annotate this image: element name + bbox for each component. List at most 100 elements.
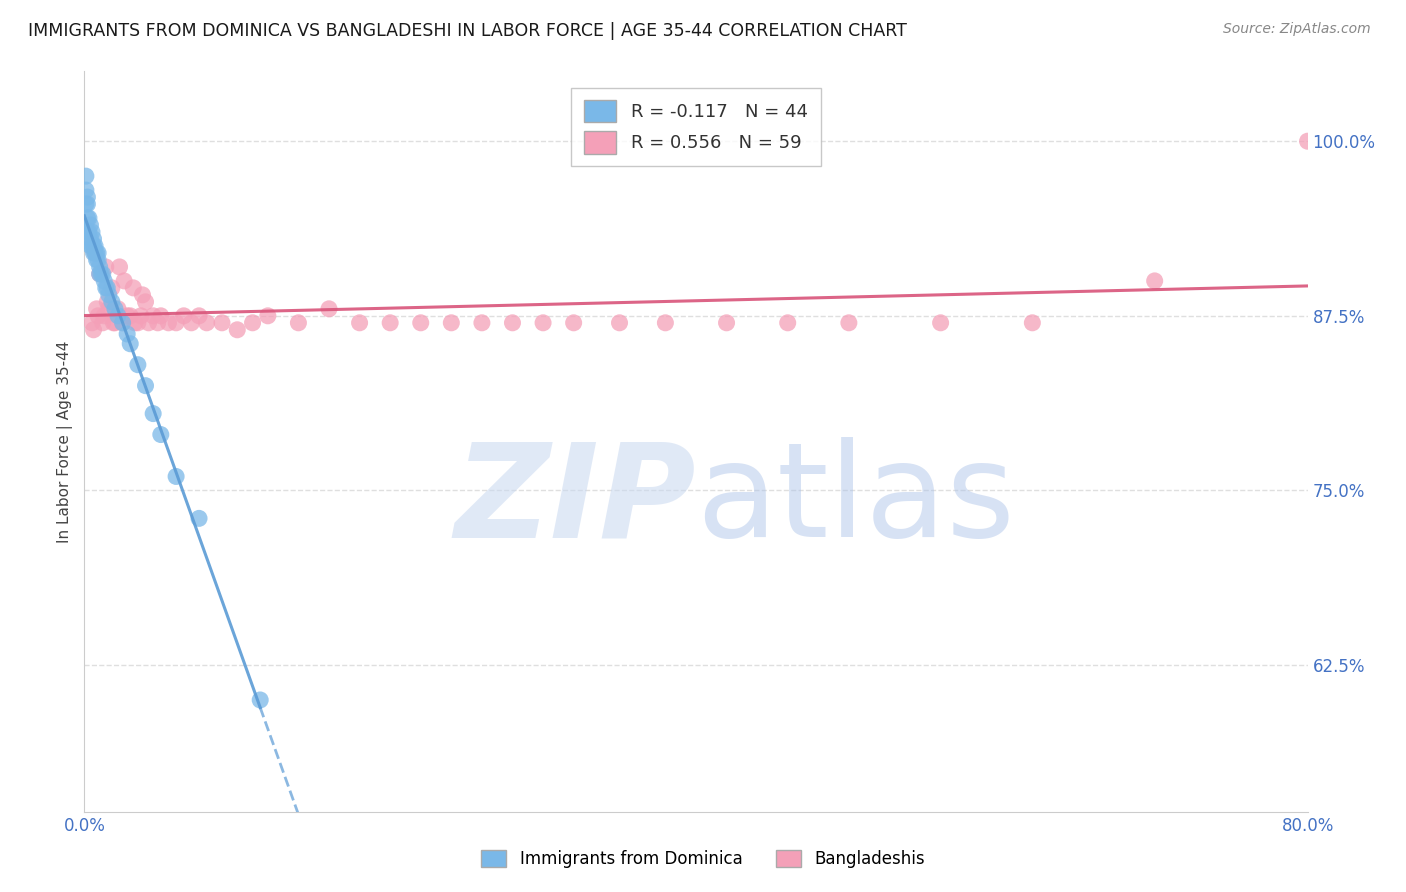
Point: [226, 323, 249, 337]
Point: [83, 323, 105, 337]
Point: [122, 281, 145, 295]
Point: [76, 211, 98, 225]
Point: [127, 316, 149, 330]
Point: [111, 316, 134, 330]
Point: [531, 316, 554, 330]
Point: [107, 301, 129, 316]
Point: [609, 316, 631, 330]
Point: [1021, 316, 1043, 330]
Point: [77, 211, 100, 225]
Point: [75, 197, 97, 211]
Point: [149, 427, 172, 442]
Point: [1143, 274, 1166, 288]
Point: [93, 309, 115, 323]
Point: [471, 316, 494, 330]
Point: [96, 294, 118, 309]
Point: [107, 309, 129, 323]
Point: [409, 316, 432, 330]
Point: [94, 260, 117, 274]
Point: [129, 309, 152, 323]
Point: [149, 309, 172, 323]
Point: [75, 169, 97, 183]
Point: [86, 252, 108, 267]
Point: [1296, 134, 1319, 148]
Point: [97, 301, 120, 316]
Point: [89, 260, 111, 274]
Text: ZIP: ZIP: [454, 437, 696, 565]
Point: [131, 288, 153, 302]
Point: [440, 316, 463, 330]
Point: [142, 407, 165, 421]
Point: [101, 294, 124, 309]
Point: [716, 316, 738, 330]
Point: [83, 239, 105, 253]
Point: [287, 316, 309, 330]
Point: [80, 316, 103, 330]
Point: [103, 316, 125, 330]
Point: [135, 294, 157, 309]
Text: atlas: atlas: [696, 437, 1015, 565]
Point: [165, 469, 187, 483]
Point: [89, 267, 111, 281]
Point: [112, 274, 135, 288]
Point: [120, 309, 142, 323]
Point: [94, 281, 117, 295]
Point: [211, 316, 233, 330]
Point: [75, 183, 97, 197]
Point: [157, 316, 180, 330]
Point: [111, 316, 134, 330]
Point: [97, 288, 120, 302]
Point: [77, 225, 100, 239]
Point: [776, 316, 799, 330]
Point: [115, 309, 138, 323]
Point: [138, 316, 160, 330]
Point: [257, 309, 280, 323]
Point: [83, 246, 105, 260]
Point: [76, 225, 98, 239]
Point: [80, 225, 103, 239]
Point: [79, 232, 101, 246]
Point: [349, 316, 371, 330]
Point: [380, 316, 402, 330]
Point: [91, 267, 114, 281]
Point: [83, 232, 105, 246]
Point: [654, 316, 676, 330]
Point: [838, 316, 860, 330]
Point: [91, 316, 114, 330]
Point: [180, 316, 202, 330]
Point: [84, 246, 107, 260]
Point: [86, 301, 108, 316]
Point: [929, 316, 952, 330]
Point: [89, 267, 111, 281]
Point: [96, 281, 118, 295]
Point: [502, 316, 524, 330]
Point: [188, 309, 211, 323]
Point: [86, 246, 108, 260]
Point: [195, 316, 218, 330]
Point: [242, 316, 264, 330]
Point: [104, 316, 127, 330]
Point: [188, 511, 211, 525]
Point: [108, 260, 131, 274]
Point: [101, 281, 124, 295]
Point: [79, 239, 101, 253]
Point: [249, 693, 271, 707]
Point: [124, 316, 146, 330]
Point: [76, 197, 98, 211]
Point: [84, 246, 107, 260]
Point: [142, 309, 165, 323]
Point: [87, 252, 110, 267]
Point: [93, 274, 115, 288]
Point: [146, 316, 169, 330]
Point: [80, 239, 103, 253]
Point: [127, 358, 149, 372]
Point: [87, 246, 110, 260]
Text: IMMIGRANTS FROM DOMINICA VS BANGLADESHI IN LABOR FORCE | AGE 35-44 CORRELATION C: IMMIGRANTS FROM DOMINICA VS BANGLADESHI …: [28, 22, 907, 40]
Point: [135, 378, 157, 392]
Point: [104, 301, 127, 316]
Legend: R = -0.117   N = 44, R = 0.556   N = 59: R = -0.117 N = 44, R = 0.556 N = 59: [571, 87, 821, 166]
Point: [562, 316, 585, 330]
Point: [318, 301, 340, 316]
Point: [165, 316, 187, 330]
Point: [76, 190, 98, 204]
